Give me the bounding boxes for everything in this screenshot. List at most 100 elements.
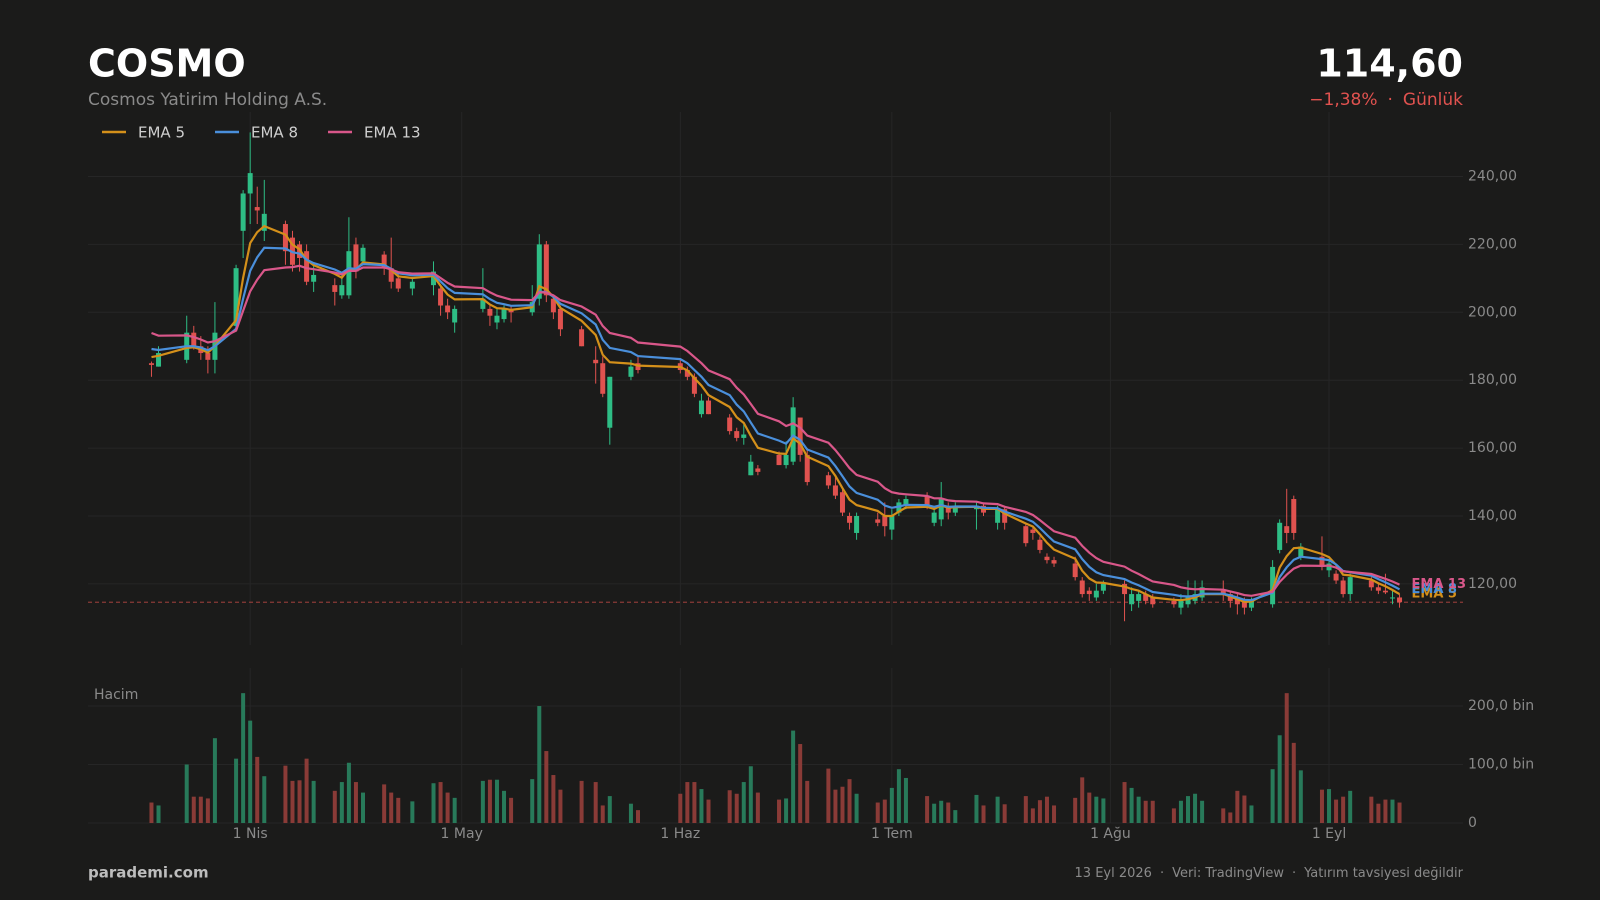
candle-body — [755, 468, 761, 472]
volume-bar — [537, 706, 542, 823]
volume-bar — [896, 769, 901, 823]
candle-body — [1319, 556, 1325, 567]
volume-bar — [361, 792, 365, 823]
volume-bar — [1143, 800, 1148, 823]
candle-body — [1129, 594, 1135, 605]
x-tick-label: 1 Nis — [233, 826, 268, 842]
candle-body — [1347, 577, 1353, 595]
volume-bar — [1178, 800, 1183, 823]
candle-body — [438, 288, 444, 306]
volume-bar — [1193, 793, 1198, 823]
candle-body — [1178, 600, 1184, 608]
candle-body — [741, 434, 747, 438]
volume-bar — [854, 793, 859, 823]
candle-body — [557, 308, 563, 330]
candle-body — [1185, 597, 1191, 605]
volume-bar — [1080, 777, 1085, 823]
candle-body — [1298, 546, 1304, 557]
volume-bar — [1298, 770, 1303, 823]
candle-body — [628, 366, 634, 377]
volume-bar — [544, 751, 549, 823]
y-tick-label: 240,00 — [1468, 169, 1517, 185]
candle-body — [1234, 597, 1240, 605]
candle-body — [839, 492, 845, 513]
y-tick-label: 140,00 — [1468, 508, 1517, 524]
volume-bar — [480, 780, 485, 823]
candle-body — [1248, 600, 1254, 608]
volume-bar — [1023, 796, 1028, 823]
candle-body — [776, 454, 782, 466]
candle-body — [734, 431, 740, 438]
x-tick-label: 1 May — [441, 826, 483, 842]
candle-body — [825, 475, 831, 486]
candle-body — [1326, 563, 1332, 571]
candle-body — [1199, 587, 1205, 598]
legend-label: EMA 13 — [364, 124, 421, 142]
volume-bar — [297, 780, 302, 823]
y-tick-label: 100,0 bin — [1468, 757, 1534, 773]
volume-bar — [607, 796, 612, 823]
volume-bar — [530, 779, 535, 823]
candle-body — [684, 370, 690, 377]
volume-bar — [1334, 799, 1339, 823]
volume-bar — [339, 782, 344, 823]
volume-bar — [734, 793, 739, 823]
candle-body — [1220, 590, 1226, 595]
separator: · — [1388, 90, 1393, 110]
volume-bar — [1122, 782, 1127, 823]
date: 13 Eyl 2026 — [1075, 866, 1152, 881]
volume-bar — [1291, 742, 1296, 823]
volume-bar — [727, 790, 732, 823]
volume-bar — [1270, 769, 1275, 823]
candle-body — [381, 254, 387, 269]
candle-body — [1002, 509, 1008, 523]
volume-bar — [1277, 735, 1282, 823]
candle-body — [1023, 526, 1029, 544]
candle-body — [1136, 594, 1142, 601]
candle-body — [254, 207, 260, 211]
volume-bar — [311, 780, 316, 823]
volume-bar — [889, 787, 894, 823]
candle-body — [487, 308, 493, 316]
volume-bar — [953, 810, 958, 823]
volume-bar — [1171, 808, 1176, 823]
volume-bar — [925, 796, 930, 823]
volume-bar — [198, 796, 203, 823]
candle-body — [191, 332, 197, 347]
volume-bar — [847, 779, 852, 823]
ticker: COSMO — [88, 42, 246, 86]
brand: parademi.com — [88, 864, 209, 882]
volume-bar — [939, 800, 944, 823]
candle-body — [903, 499, 909, 506]
candle-body — [282, 224, 288, 252]
volume-bar — [551, 775, 556, 823]
candle-body — [797, 417, 803, 455]
candle-body — [1284, 526, 1290, 533]
volume-bar — [1383, 799, 1388, 823]
volume-bar — [1376, 803, 1381, 823]
volume-bar — [1228, 812, 1233, 823]
volume-bar — [212, 738, 217, 823]
y-tick-label: 0 — [1468, 815, 1477, 831]
volume-bar — [1150, 800, 1155, 823]
candle-body — [1397, 597, 1403, 603]
volume-bar — [445, 792, 450, 823]
x-tick-label: 1 Eyl — [1312, 826, 1346, 842]
volume-bar — [628, 803, 633, 823]
volume-bar — [995, 796, 1000, 823]
candle-body — [854, 515, 860, 533]
legend-label: EMA 8 — [251, 124, 298, 142]
volume-bar — [410, 801, 415, 823]
volume-bar — [1094, 796, 1099, 823]
candle-body — [501, 308, 507, 320]
candle-body — [727, 417, 733, 432]
candle-body — [1375, 587, 1381, 591]
volume-bar — [241, 693, 246, 823]
volume-bar — [981, 805, 986, 823]
panel-title: Hacim — [94, 687, 138, 703]
separator: · — [1160, 866, 1164, 881]
candle-body — [1171, 600, 1177, 605]
volume-bar — [826, 768, 831, 823]
